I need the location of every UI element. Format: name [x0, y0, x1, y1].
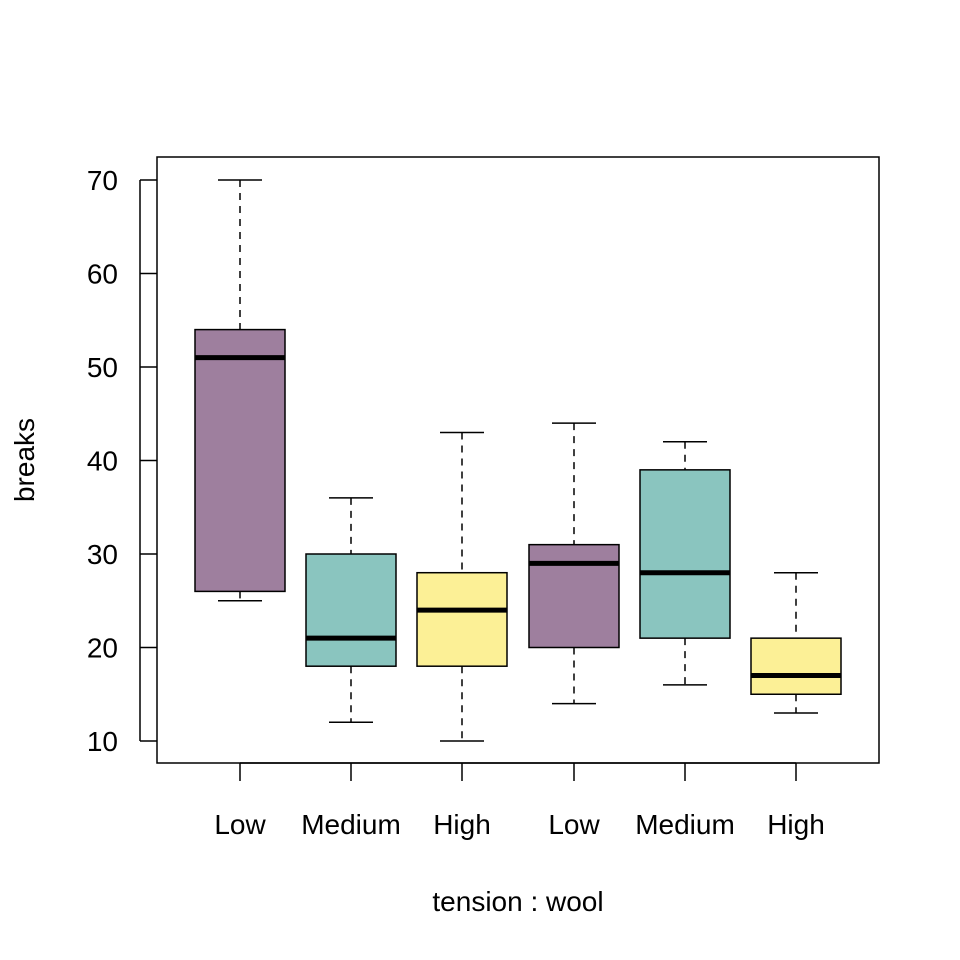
- x-tick-label: Low: [548, 809, 600, 840]
- box-4: [639, 441, 731, 686]
- x-tick-label: Low: [214, 809, 266, 840]
- y-tick-label: 40: [87, 446, 118, 477]
- iqr-box: [416, 571, 508, 667]
- iqr-box: [750, 637, 842, 696]
- x-axis-label: tension : wool: [432, 886, 603, 917]
- y-axis-label: breaks: [9, 418, 40, 502]
- iqr-box: [305, 553, 397, 667]
- y-tick-label: 70: [87, 165, 118, 196]
- box-5: [750, 571, 842, 714]
- x-tick-label: High: [767, 809, 825, 840]
- y-tick-label: 30: [87, 539, 118, 570]
- box-1: [305, 497, 397, 724]
- y-tick-label: 20: [87, 633, 118, 664]
- y-tick-label: 60: [87, 259, 118, 290]
- box-0: [194, 179, 286, 602]
- y-tick-label: 50: [87, 352, 118, 383]
- x-tick-label: High: [433, 809, 491, 840]
- box-2: [416, 431, 508, 742]
- iqr-box: [639, 469, 731, 639]
- iqr-box: [194, 328, 286, 593]
- x-tick-label: Medium: [635, 809, 735, 840]
- iqr-box: [528, 543, 620, 649]
- y-tick-label: 10: [87, 726, 118, 757]
- x-tick-label: Medium: [301, 809, 401, 840]
- box-3: [528, 422, 620, 705]
